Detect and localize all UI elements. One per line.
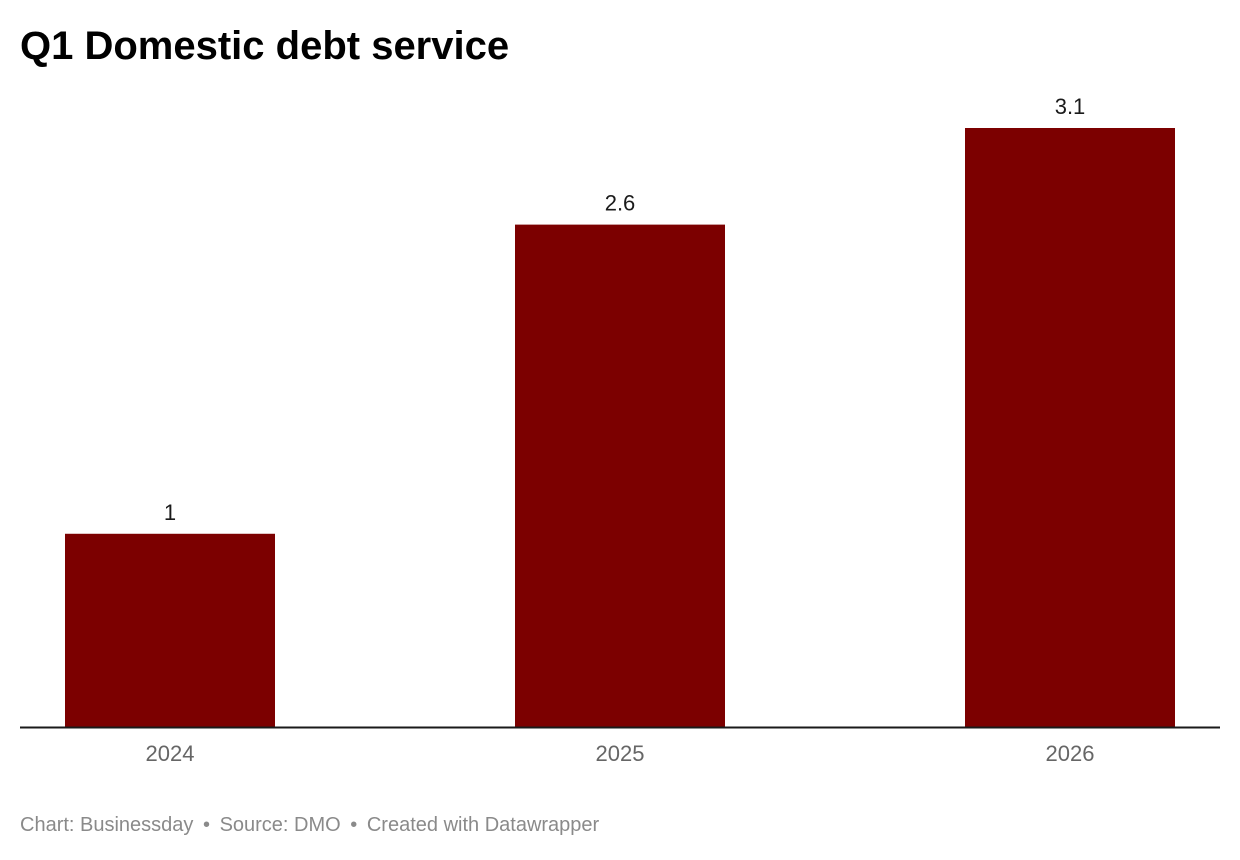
bar-2024 bbox=[65, 533, 275, 727]
value-labels-group: 1 2.6 3.1 bbox=[164, 94, 1085, 525]
bars-group bbox=[65, 128, 1175, 727]
bar-2025 bbox=[515, 224, 725, 727]
bar-2026 bbox=[965, 128, 1175, 727]
x-tick-label-2026: 2026 bbox=[1046, 741, 1095, 766]
bar-value-label-2024: 1 bbox=[164, 500, 176, 525]
footer-separator: • bbox=[350, 814, 358, 836]
chart-credit: Chart: Businessday bbox=[20, 814, 194, 836]
x-tick-label-2024: 2024 bbox=[146, 741, 195, 766]
created-with-note: Created with Datawrapper bbox=[366, 814, 600, 836]
bar-value-label-2025: 2.6 bbox=[605, 191, 636, 216]
x-tick-label-2025: 2025 bbox=[596, 741, 645, 766]
bar-chart: 1 2.6 3.1 2024 2025 2026 bbox=[20, 94, 1220, 766]
source-note: Source: DMO bbox=[219, 814, 341, 836]
chart-title: Q1 Domestic debt service bbox=[20, 24, 510, 68]
bar-value-label-2026: 3.1 bbox=[1055, 94, 1086, 119]
chart-footer: Chart: Businessday • Source: DMO • Creat… bbox=[20, 814, 599, 837]
footer-separator: • bbox=[202, 814, 210, 836]
x-tick-labels-group: 2024 2025 2026 bbox=[146, 741, 1095, 766]
